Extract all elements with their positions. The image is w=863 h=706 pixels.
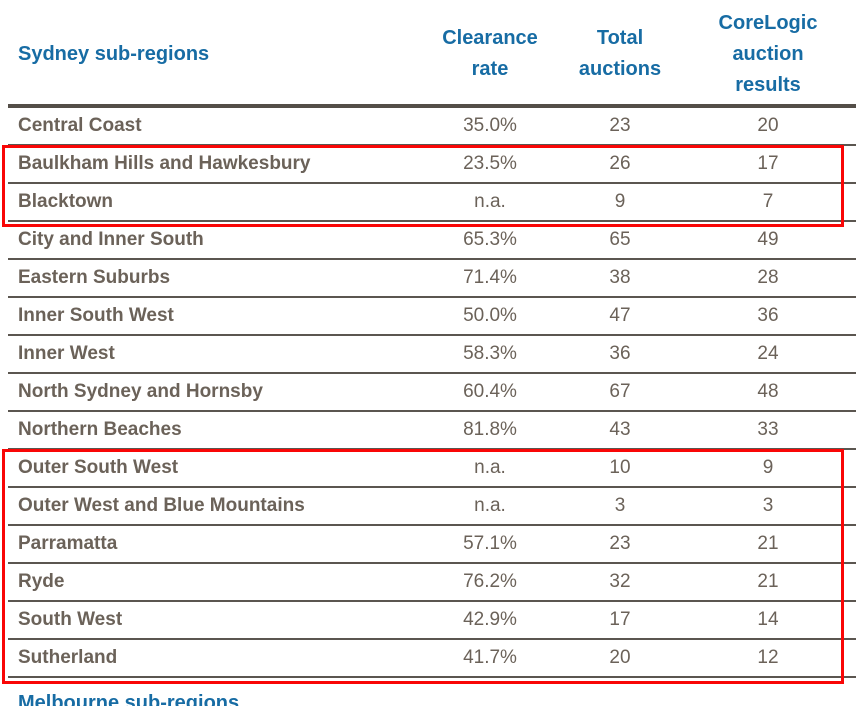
total-auctions-value: 23 — [609, 533, 631, 554]
total-auctions-value: 36 — [609, 343, 631, 364]
table-row: Sutherland 41.7% 20 12 — [8, 640, 856, 678]
clearance-rate-value: 41.7% — [463, 647, 517, 668]
total-auctions-value: 43 — [609, 419, 631, 440]
region-name: North Sydney and Hornsby — [18, 381, 263, 402]
clearance-rate-value: n.a. — [474, 457, 506, 478]
total-auctions-value: 47 — [609, 305, 631, 326]
table-row: North Sydney and Hornsby 60.4% 67 48 — [8, 374, 856, 412]
clearance-rate-value: n.a. — [474, 495, 506, 516]
clearance-rate-value: n.a. — [474, 191, 506, 212]
clearance-rate-value: 23.5% — [463, 153, 517, 174]
clearance-rate-value: 76.2% — [463, 571, 517, 592]
next-section-heading: Melbourne sub-regions — [18, 692, 240, 706]
region-name: Northern Beaches — [18, 419, 182, 440]
region-name: City and Inner South — [18, 229, 204, 250]
clearance-rate-value: 42.9% — [463, 609, 517, 630]
total-auctions-value: 23 — [609, 115, 631, 136]
corelogic-results-value: 21 — [757, 533, 779, 554]
total-auctions-value: 9 — [614, 191, 626, 212]
table-body: Central Coast 35.0% 23 20 Baulkham Hills… — [8, 108, 856, 678]
table-row: Ryde 76.2% 32 21 — [8, 564, 856, 602]
corelogic-results-value: 17 — [757, 153, 779, 174]
total-auctions-value: 20 — [609, 647, 631, 668]
corelogic-results-value: 20 — [757, 115, 779, 136]
total-auctions-value: 17 — [609, 609, 631, 630]
corelogic-results-value: 9 — [762, 457, 774, 478]
corelogic-results-value: 14 — [757, 609, 779, 630]
column-header-clearance-rate: Clearance rate — [442, 27, 538, 80]
table-header-row: Sydney sub-regions Clearance rate Total … — [8, 4, 856, 108]
clearance-rate-value: 50.0% — [463, 305, 517, 326]
region-name: Outer South West — [18, 457, 179, 478]
table-row: Blacktown n.a. 9 7 — [8, 184, 856, 222]
region-name: Inner West — [18, 343, 115, 364]
table-row: Outer South West n.a. 10 9 — [8, 450, 856, 488]
table-row: Inner West 58.3% 36 24 — [8, 336, 856, 374]
corelogic-results-value: 36 — [757, 305, 779, 326]
table-row: Outer West and Blue Mountains n.a. 3 3 — [8, 488, 856, 526]
corelogic-results-value: 12 — [757, 647, 779, 668]
region-name: South West — [18, 609, 123, 630]
corelogic-results-value: 49 — [757, 229, 779, 250]
corelogic-results-value: 28 — [757, 267, 779, 288]
table-row: South West 42.9% 17 14 — [8, 602, 856, 640]
corelogic-results-value: 33 — [757, 419, 779, 440]
table-row: Eastern Suburbs 71.4% 38 28 — [8, 260, 856, 298]
corelogic-results-value: 7 — [762, 191, 774, 212]
total-auctions-value: 26 — [609, 153, 631, 174]
corelogic-results-value: 48 — [757, 381, 779, 402]
clearance-rate-value: 81.8% — [463, 419, 517, 440]
column-header-sub-regions: Sydney sub-regions — [18, 42, 210, 65]
total-auctions-value: 65 — [609, 229, 631, 250]
sydney-auction-results-table: Sydney sub-regions Clearance rate Total … — [8, 4, 856, 678]
total-auctions-value: 38 — [609, 267, 631, 288]
total-auctions-value: 3 — [614, 495, 626, 516]
clearance-rate-value: 60.4% — [463, 381, 517, 402]
region-name: Central Coast — [18, 115, 142, 136]
clearance-rate-value: 58.3% — [463, 343, 517, 364]
column-header-total-auctions: Total auctions — [578, 27, 662, 80]
corelogic-results-value: 21 — [757, 571, 779, 592]
region-name: Blacktown — [18, 191, 114, 212]
region-name: Parramatta — [18, 533, 118, 554]
table-row: Parramatta 57.1% 23 21 — [8, 526, 856, 564]
table-row: Central Coast 35.0% 23 20 — [8, 108, 856, 146]
total-auctions-value: 67 — [609, 381, 631, 402]
clearance-rate-value: 71.4% — [463, 267, 517, 288]
clearance-rate-value: 57.1% — [463, 533, 517, 554]
region-name: Inner South West — [18, 305, 174, 326]
corelogic-results-value: 24 — [757, 343, 779, 364]
clearance-rate-value: 35.0% — [463, 115, 517, 136]
region-name: Outer West and Blue Mountains — [18, 495, 305, 516]
table-row: City and Inner South 65.3% 65 49 — [8, 222, 856, 260]
table-row: Baulkham Hills and Hawkesbury 23.5% 26 1… — [8, 146, 856, 184]
region-name: Eastern Suburbs — [18, 267, 171, 288]
total-auctions-value: 10 — [609, 457, 631, 478]
region-name: Sutherland — [18, 647, 118, 668]
total-auctions-value: 32 — [609, 571, 631, 592]
region-name: Ryde — [18, 571, 65, 592]
clearance-rate-value: 65.3% — [463, 229, 517, 250]
region-name: Baulkham Hills and Hawkesbury — [18, 153, 311, 174]
column-header-corelogic-results: CoreLogic auction results — [718, 11, 818, 96]
corelogic-results-value: 3 — [762, 495, 774, 516]
table-row: Northern Beaches 81.8% 43 33 — [8, 412, 856, 450]
table-row: Inner South West 50.0% 47 36 — [8, 298, 856, 336]
